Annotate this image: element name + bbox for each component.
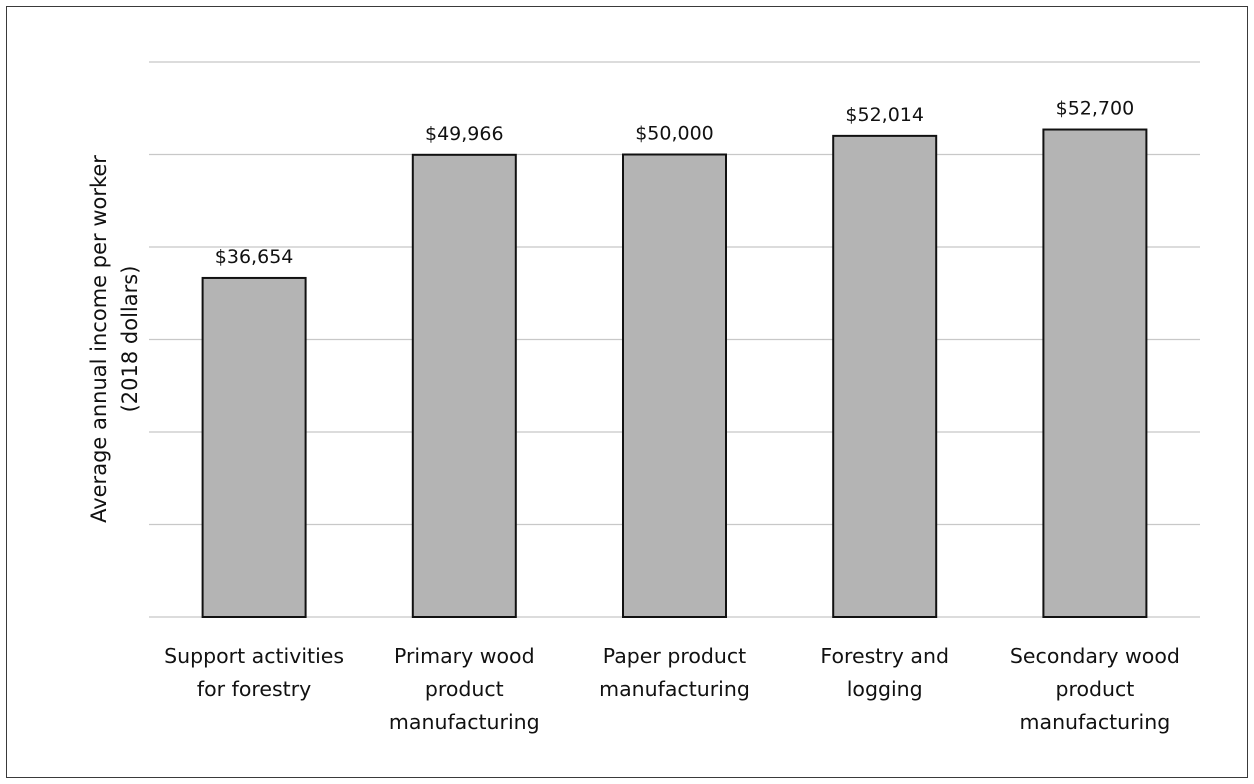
- data-label: $52,700: [1056, 98, 1135, 120]
- data-label: $52,014: [845, 104, 924, 126]
- bar: [622, 153, 727, 618]
- category-label: Primary wood product manufacturing: [389, 644, 540, 734]
- category-label-line: Secondary wood: [1010, 644, 1180, 668]
- category-label-line: manufacturing: [1020, 710, 1171, 734]
- bar: [1042, 128, 1148, 618]
- category-label-line: product: [1055, 677, 1134, 701]
- category-label: Support activities for forestry: [164, 644, 344, 701]
- category-label: Paper product manufacturing: [599, 644, 750, 701]
- category-labels: Support activities for forestry Primary wo…: [164, 644, 1180, 734]
- category-label: Forestry and logging: [820, 644, 949, 701]
- category-label-line: Paper product: [603, 644, 746, 668]
- data-labels: $36,654 $49,966 $50,000 $52,014 $52,700: [215, 98, 1134, 268]
- bar: [201, 276, 307, 618]
- category-label: Secondary wood product manufacturing: [1010, 644, 1180, 734]
- category-label-line: Primary wood: [394, 644, 535, 668]
- y-axis-title: Average annual income per worker: [87, 155, 111, 523]
- category-label-line: product: [425, 677, 504, 701]
- category-label-line: logging: [847, 677, 923, 701]
- bars: [201, 128, 1148, 618]
- y-axis-title-unit: (2018 dollars): [118, 266, 142, 413]
- bar: [832, 134, 938, 618]
- category-label-line: manufacturing: [599, 677, 750, 701]
- bar: [411, 153, 517, 618]
- category-label-line: for forestry: [197, 677, 311, 701]
- data-label: $49,966: [425, 123, 504, 145]
- category-label-line: Forestry and: [820, 644, 949, 668]
- data-label: $36,654: [215, 246, 294, 268]
- data-label: $50,000: [635, 123, 714, 145]
- category-label-line: manufacturing: [389, 710, 540, 734]
- category-label-line: Support activities: [164, 644, 344, 668]
